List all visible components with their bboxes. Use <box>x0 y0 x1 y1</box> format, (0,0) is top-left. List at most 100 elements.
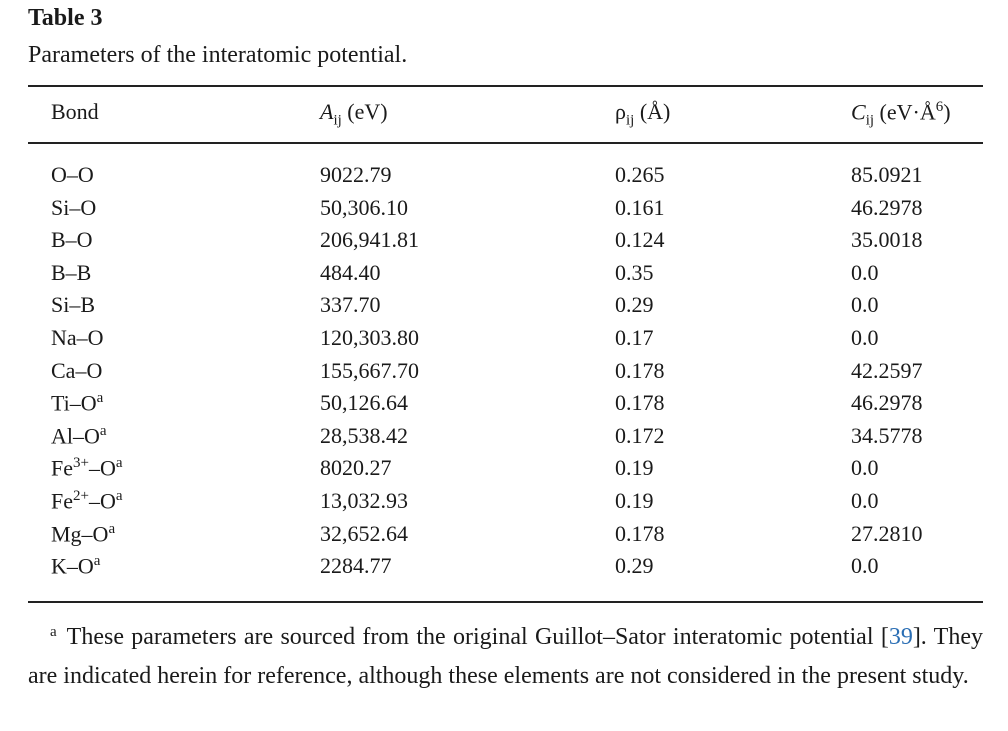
superscript: 6 <box>935 99 944 115</box>
value-cell: 46.2978 <box>851 390 923 416</box>
value-cell: 27.2810 <box>851 520 923 546</box>
header-cell: ρij (Å) <box>615 99 670 129</box>
citation-link[interactable]: 39 <box>888 624 913 650</box>
value-cell: 0.17 <box>615 325 654 350</box>
text: Ca–O <box>51 357 103 383</box>
value-cell: 8020.27 <box>320 455 392 481</box>
value-cell: 0.161 <box>615 194 665 220</box>
subscript: ij <box>625 112 635 129</box>
superscript: a <box>99 422 107 439</box>
value-cell: 46.2978 <box>851 194 923 220</box>
bond-cell: Na–O <box>51 325 104 351</box>
value-cell: 0.19 <box>615 455 654 481</box>
header-rule <box>28 142 983 144</box>
text: K–O <box>51 553 94 579</box>
text: Fe <box>51 455 73 481</box>
text: ρ <box>615 99 626 124</box>
value-cell: 50,126.64 <box>320 390 408 416</box>
text: (eV·Å <box>874 99 936 125</box>
footnote-text: ]. They are indicated herein for referen… <box>28 624 983 689</box>
value-cell: 0.172 <box>615 422 665 448</box>
value-cell: 0.124 <box>615 227 665 253</box>
value-cell: 0.0 <box>851 488 879 513</box>
text: –O <box>88 455 116 481</box>
bond-cell: Fe2+–Oa <box>51 488 123 514</box>
bond-cell: Ca–O <box>51 358 102 384</box>
value-cell: 155,667.70 <box>320 357 419 383</box>
text: (eV) <box>341 99 388 124</box>
value-cell: 34.5778 <box>851 422 923 448</box>
value-cell: 32,652.64 <box>320 520 408 546</box>
text: B–O <box>51 227 93 253</box>
value-cell: 484.40 <box>320 259 381 285</box>
text: (Å) <box>634 99 671 124</box>
value-cell: 0.0 <box>851 292 879 318</box>
value-cell: 0.0 <box>851 553 879 579</box>
superscript: a <box>96 390 104 407</box>
bond-cell: B–B <box>51 260 91 286</box>
table-label: Table 3 <box>28 5 103 31</box>
text: Ti–O <box>51 390 97 416</box>
text: –O <box>88 488 116 514</box>
symbol: C <box>851 99 866 125</box>
bond-cell: B–O <box>51 227 93 253</box>
value-cell: 50,306.10 <box>320 194 408 220</box>
text: Si–B <box>51 292 96 318</box>
superscript: 2+ <box>73 488 89 504</box>
value-cell: 206,941.81 <box>320 227 419 253</box>
symbol: A <box>320 99 334 124</box>
text: Na–O <box>51 325 104 350</box>
value-cell: 9022.79 <box>320 162 392 187</box>
value-cell: 0.178 <box>615 520 665 546</box>
value-cell: 85.0921 <box>851 162 923 187</box>
text: B–B <box>51 259 92 285</box>
footnote-text: These parameters are sourced from the or… <box>66 624 889 650</box>
bond-cell: Ti–Oa <box>51 390 103 416</box>
value-cell: 0.29 <box>615 553 654 579</box>
superscript: a <box>115 488 123 504</box>
header-cell: Aij (eV) <box>320 99 388 129</box>
value-cell: 0.265 <box>615 162 665 187</box>
text: O–O <box>51 162 94 187</box>
text: Mg–O <box>51 520 109 546</box>
bond-cell: Si–O <box>51 195 96 221</box>
superscript: 3+ <box>73 455 89 472</box>
superscript: a <box>93 553 101 570</box>
header-cell: Bond <box>51 99 99 125</box>
value-cell: 0.178 <box>615 357 665 383</box>
value-cell: 0.0 <box>851 325 879 350</box>
subscript: ij <box>333 112 342 129</box>
bond-cell: O–O <box>51 162 94 188</box>
subscript: ij <box>865 112 875 129</box>
value-cell: 0.0 <box>851 455 879 481</box>
bond-cell: K–Oa <box>51 553 100 579</box>
value-cell: 0.29 <box>615 292 654 318</box>
text: Fe <box>51 488 73 514</box>
bond-cell: Al–Oa <box>51 423 107 449</box>
bottom-rule <box>28 601 983 603</box>
superscript: a <box>115 455 123 472</box>
value-cell: 0.19 <box>615 488 654 513</box>
value-cell: 0.0 <box>851 259 879 285</box>
value-cell: 0.35 <box>615 259 654 285</box>
bond-cell: Fe3+–Oa <box>51 455 123 481</box>
value-cell: 42.2597 <box>851 357 923 383</box>
text: Bond <box>51 99 99 124</box>
value-cell: 13,032.93 <box>320 488 408 513</box>
bond-cell: Mg–Oa <box>51 521 115 547</box>
top-rule <box>28 85 983 87</box>
footnote-mark: a <box>50 624 57 640</box>
superscript: a <box>108 520 116 537</box>
bond-cell: Si–B <box>51 292 95 318</box>
text: Al–O <box>51 423 100 449</box>
text: ) <box>943 99 951 125</box>
value-cell: 337.70 <box>320 292 381 318</box>
text: Si–O <box>51 194 97 220</box>
footnote: a These parameters are sourced from the o… <box>28 613 983 696</box>
header-cell: Cij (eV·Å6) <box>851 99 951 130</box>
value-cell: 120,303.80 <box>320 325 419 350</box>
value-cell: 0.178 <box>615 390 665 416</box>
value-cell: 35.0018 <box>851 227 923 253</box>
value-cell: 28,538.42 <box>320 422 408 448</box>
